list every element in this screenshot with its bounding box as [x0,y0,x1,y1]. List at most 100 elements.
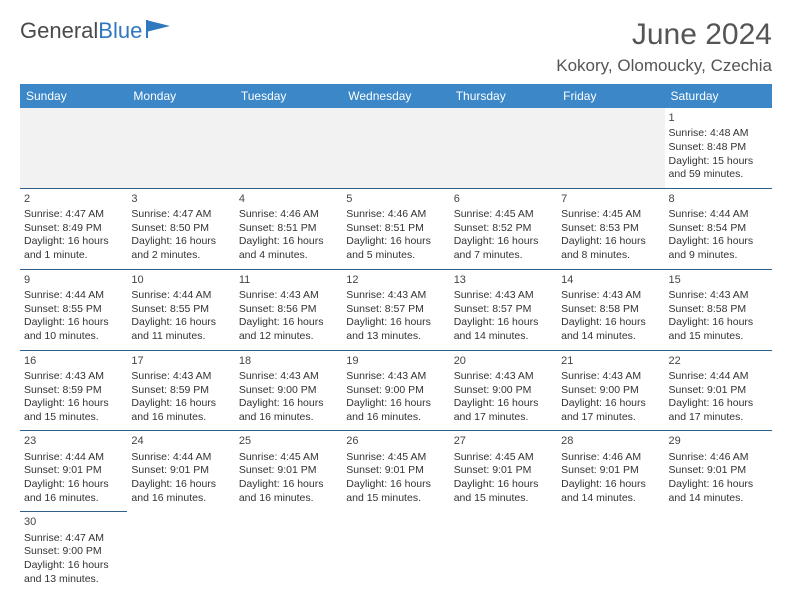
calendar-cell: 24Sunrise: 4:44 AMSunset: 9:01 PMDayligh… [127,431,234,512]
sunset-text: Sunset: 8:54 PM [669,222,768,236]
calendar-cell [450,108,557,188]
sunrise-text: Sunrise: 4:44 AM [131,289,230,303]
daylight-text: Daylight: 16 hours and 7 minutes. [454,235,553,262]
calendar-cell: 15Sunrise: 4:43 AMSunset: 8:58 PMDayligh… [665,269,772,350]
sunset-text: Sunset: 9:00 PM [454,384,553,398]
sunset-text: Sunset: 9:00 PM [561,384,660,398]
day-number: 1 [669,111,768,125]
calendar-cell: 8Sunrise: 4:44 AMSunset: 8:54 PMDaylight… [665,188,772,269]
calendar-cell: 2Sunrise: 4:47 AMSunset: 8:49 PMDaylight… [20,188,127,269]
day-number: 16 [24,354,123,368]
sunset-text: Sunset: 8:59 PM [24,384,123,398]
sunset-text: Sunset: 9:01 PM [669,464,768,478]
daylight-text: Daylight: 16 hours and 14 minutes. [561,316,660,343]
flag-icon [146,18,174,44]
sunrise-text: Sunrise: 4:43 AM [561,370,660,384]
weekday-header: Tuesday [235,84,342,108]
day-number: 26 [346,434,445,448]
calendar-cell: 23Sunrise: 4:44 AMSunset: 9:01 PMDayligh… [20,431,127,512]
sunset-text: Sunset: 8:58 PM [669,303,768,317]
weekday-header: Sunday [20,84,127,108]
location: Kokory, Olomoucky, Czechia [556,56,772,76]
weekday-header: Thursday [450,84,557,108]
sunset-text: Sunset: 8:51 PM [346,222,445,236]
sunset-text: Sunset: 8:49 PM [24,222,123,236]
day-number: 11 [239,273,338,287]
calendar-cell [235,512,342,592]
daylight-text: Daylight: 16 hours and 15 minutes. [454,478,553,505]
day-number: 14 [561,273,660,287]
calendar-cell: 12Sunrise: 4:43 AMSunset: 8:57 PMDayligh… [342,269,449,350]
sunrise-text: Sunrise: 4:45 AM [454,208,553,222]
sunrise-text: Sunrise: 4:48 AM [669,127,768,141]
daylight-text: Daylight: 16 hours and 16 minutes. [131,397,230,424]
day-number: 25 [239,434,338,448]
calendar-cell: 27Sunrise: 4:45 AMSunset: 9:01 PMDayligh… [450,431,557,512]
day-number: 28 [561,434,660,448]
sunset-text: Sunset: 8:50 PM [131,222,230,236]
sunset-text: Sunset: 9:01 PM [669,384,768,398]
daylight-text: Daylight: 16 hours and 16 minutes. [131,478,230,505]
calendar-cell [557,108,664,188]
calendar-cell: 20Sunrise: 4:43 AMSunset: 9:00 PMDayligh… [450,350,557,431]
sunset-text: Sunset: 9:01 PM [454,464,553,478]
calendar-cell: 28Sunrise: 4:46 AMSunset: 9:01 PMDayligh… [557,431,664,512]
header: GeneralBlue June 2024 Kokory, Olomoucky,… [20,18,772,76]
daylight-text: Daylight: 16 hours and 8 minutes. [561,235,660,262]
calendar-cell [450,512,557,592]
day-number: 19 [346,354,445,368]
calendar-cell: 16Sunrise: 4:43 AMSunset: 8:59 PMDayligh… [20,350,127,431]
calendar-cell: 18Sunrise: 4:43 AMSunset: 9:00 PMDayligh… [235,350,342,431]
day-number: 3 [131,192,230,206]
sunrise-text: Sunrise: 4:44 AM [131,451,230,465]
sunset-text: Sunset: 9:01 PM [239,464,338,478]
calendar-row: 1Sunrise: 4:48 AMSunset: 8:48 PMDaylight… [20,108,772,188]
sunrise-text: Sunrise: 4:44 AM [669,208,768,222]
daylight-text: Daylight: 16 hours and 16 minutes. [346,397,445,424]
day-number: 17 [131,354,230,368]
sunrise-text: Sunrise: 4:46 AM [561,451,660,465]
calendar-cell: 22 Sunrise: 4:44 AMSunset: 9:01 PMDayligh… [665,350,772,431]
calendar-cell: 30Sunrise: 4:47 AMSunset: 9:00 PMDayligh… [20,512,127,592]
daylight-text: Daylight: 16 hours and 17 minutes. [669,397,768,424]
daylight-text: Daylight: 16 hours and 9 minutes. [669,235,768,262]
daylight-text: Daylight: 16 hours and 15 minutes. [346,478,445,505]
calendar-cell [665,512,772,592]
sunrise-text: Sunrise: 4:43 AM [454,289,553,303]
daylight-text: Daylight: 16 hours and 16 minutes. [239,397,338,424]
logo-text-1: General [20,18,98,44]
calendar-cell: 29Sunrise: 4:46 AMSunset: 9:01 PMDayligh… [665,431,772,512]
sunrise-text: Sunrise: 4:45 AM [561,208,660,222]
daylight-text: Daylight: 15 hours and 59 minutes. [669,155,768,182]
sunrise-text: Sunrise: 4:46 AM [669,451,768,465]
sunrise-text: Sunrise: 4:44 AM [24,289,123,303]
sunrise-text: Sunrise: 4:43 AM [131,370,230,384]
day-number: 22 [669,354,768,368]
calendar-table: Sunday Monday Tuesday Wednesday Thursday… [20,84,772,592]
sunset-text: Sunset: 9:01 PM [346,464,445,478]
daylight-text: Daylight: 16 hours and 16 minutes. [239,478,338,505]
day-number: 13 [454,273,553,287]
daylight-text: Daylight: 16 hours and 17 minutes. [454,397,553,424]
sunset-text: Sunset: 8:56 PM [239,303,338,317]
sunrise-text: Sunrise: 4:47 AM [24,208,123,222]
calendar-row: 23Sunrise: 4:44 AMSunset: 9:01 PMDayligh… [20,431,772,512]
sunset-text: Sunset: 8:55 PM [24,303,123,317]
month-year: June 2024 [556,18,772,52]
sunrise-text: Sunrise: 4:45 AM [239,451,338,465]
calendar-cell [127,108,234,188]
sunrise-text: Sunrise: 4:46 AM [346,208,445,222]
day-number: 15 [669,273,768,287]
sunset-text: Sunset: 8:52 PM [454,222,553,236]
calendar-row: 16 Sunrise: 4:43 AM Sunset: 8:59 PM Dayligh… [20,350,772,431]
calendar-cell: 14Sunrise: 4:43 AMSunset: 8:58 PMDayligh… [557,269,664,350]
daylight-text: Daylight: 16 hours and 10 minutes. [24,316,123,343]
logo: GeneralBlue [20,18,174,44]
sunrise-text: Sunrise: 4:43 AM [561,289,660,303]
sunset-text: Sunset: 8:57 PM [346,303,445,317]
day-number: 12 [346,273,445,287]
sunrise-text: Sunrise: 4:44 AM [669,370,768,384]
day-number: 2 [24,192,123,206]
calendar-cell: 9Sunrise: 4:44 AMSunset: 8:55 PMDaylight… [20,269,127,350]
calendar-cell: 6Sunrise: 4:45 AMSunset: 8:52 PMDaylight… [450,188,557,269]
